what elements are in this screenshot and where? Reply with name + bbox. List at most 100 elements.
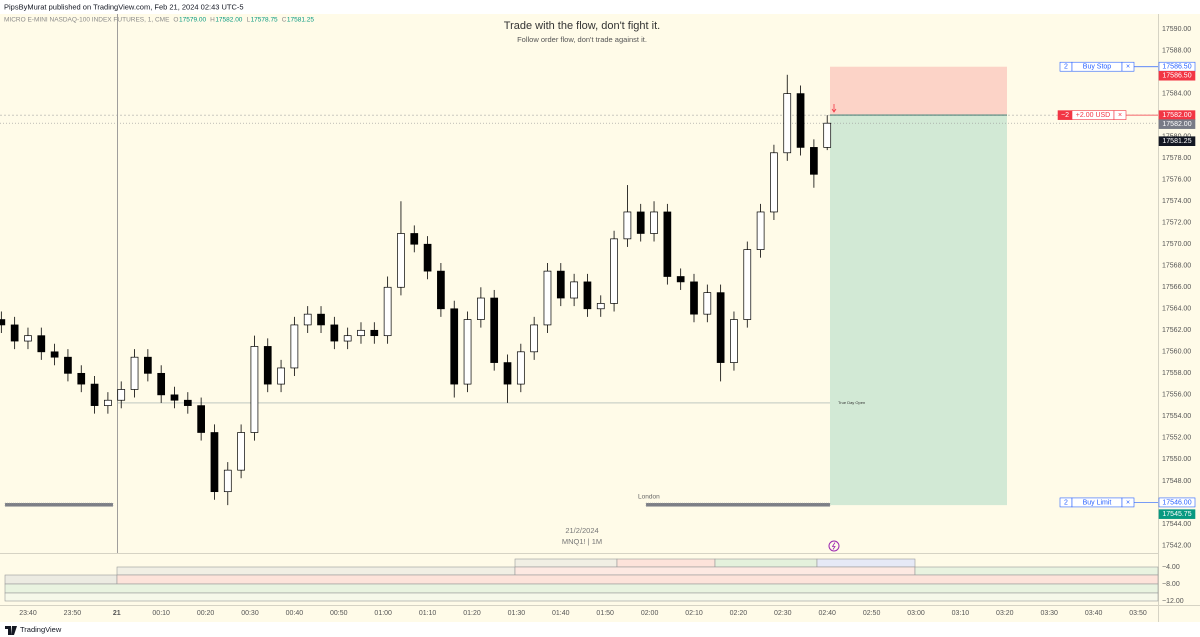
x-tick-label: 03:40: [1085, 610, 1103, 617]
candle-body: [810, 147, 818, 175]
x-tick-label: 23:40: [19, 610, 37, 617]
y-tick-label: 17548.00: [1162, 478, 1191, 485]
candle-body: [690, 281, 698, 315]
candle-body: [596, 303, 605, 310]
pane-tick-label: −8.00: [1162, 581, 1180, 588]
y-tick-label: 17552.00: [1162, 435, 1191, 442]
x-tick-label: 00:10: [152, 610, 170, 617]
x-tick-label: 00:20: [197, 610, 215, 617]
candle-body: [676, 276, 685, 283]
candle-body: [183, 399, 192, 406]
chart-title: Trade with the flow, don't fight it.: [504, 20, 660, 32]
pane-box: [514, 566, 916, 576]
candle-body: [0, 319, 6, 326]
candle-body: [90, 383, 99, 406]
pane-boxes: [4, 558, 1159, 602]
header-bar: [0, 0, 1200, 14]
symbol: MICRO E-MINI NASDAQ-100 INDEX FUTURES, 1…: [4, 17, 170, 24]
candle-body: [703, 292, 712, 315]
y-tick-label: 17564.00: [1162, 306, 1191, 313]
x-tick-label: 01:50: [596, 610, 614, 617]
candle-body: [437, 270, 445, 310]
ohlc-value: 17578.75: [251, 17, 278, 24]
position-reward: [830, 115, 1007, 506]
x-tick-label: 02:40: [818, 610, 836, 617]
candle-body: [543, 270, 552, 326]
ohlc-value: 17581.25: [287, 17, 314, 24]
candle-body: [290, 324, 299, 369]
watermark: MNQ1! | 1M: [562, 537, 602, 546]
ohlc-value: 17582.00: [215, 17, 242, 24]
y-tick-label: 17574.00: [1162, 198, 1191, 205]
candle-body: [730, 319, 738, 363]
y-tick-label: 17550.00: [1162, 456, 1191, 463]
candle-body: [756, 211, 765, 250]
order-tag-text: 2: [1064, 499, 1068, 506]
x-tick-label: 03:00: [907, 610, 925, 617]
candle-body: [423, 243, 432, 272]
pane-box: [616, 558, 716, 568]
candle-body: [410, 233, 419, 245]
candle-body: [450, 308, 459, 385]
pane-box: [514, 558, 618, 568]
candle-body: [263, 346, 272, 385]
candle-body: [397, 233, 405, 288]
price-tag: [1158, 119, 1196, 129]
session-label: London: [638, 494, 660, 501]
candle-body: [530, 324, 539, 353]
position-tag-text: −2: [1061, 112, 1069, 119]
price-tag-label: 17581.25: [1162, 138, 1191, 145]
candle-body: [503, 362, 512, 385]
price-tag-label: 17545.75: [1162, 511, 1191, 518]
candle-body: [357, 329, 365, 337]
candle-body: [130, 356, 139, 390]
x-tick-label: 01:40: [552, 610, 570, 617]
x-tick-label: 00:40: [286, 610, 304, 617]
candle-body: [237, 432, 245, 471]
header: PipsByMurat published on TradingView.com…: [4, 2, 244, 11]
x-tick-label: 03:50: [1129, 610, 1147, 617]
y-tick-label: 17588.00: [1162, 47, 1191, 54]
price-tag-label: 17582.00: [1162, 112, 1191, 119]
y-tick-label: 17560.00: [1162, 349, 1191, 356]
candle-body: [210, 432, 219, 493]
order-tag-text: ×: [1126, 64, 1130, 71]
watermark: 21/2/2024: [565, 526, 598, 535]
pane-box: [4, 592, 1159, 602]
candle-body: [104, 399, 112, 406]
x-tick-label: 01:10: [419, 610, 437, 617]
position-tag-text: ×: [1118, 112, 1122, 119]
pane-box: [4, 583, 1159, 594]
candle-body: [343, 335, 352, 342]
candle-body: [50, 351, 59, 358]
y-tick-label: 17568.00: [1162, 263, 1191, 270]
candle-body: [24, 335, 32, 342]
entry-arrow: [831, 104, 837, 113]
candle-body: [157, 372, 166, 396]
candle-body: [716, 292, 725, 363]
candle-body: [796, 93, 805, 148]
event-icon[interactable]: [828, 540, 840, 552]
y-tick-label: 17576.00: [1162, 177, 1191, 184]
x-tick-label: 01:20: [463, 610, 481, 617]
x-tick-label: 02:20: [730, 610, 748, 617]
candle-body: [610, 238, 618, 304]
chart-subtitle: Follow order flow, don't trade against i…: [517, 35, 647, 44]
pane-box: [4, 574, 118, 585]
candle-body: [556, 270, 565, 299]
session-bar: [4, 502, 114, 507]
candle-body: [223, 469, 232, 493]
candle-body: [303, 313, 312, 326]
x-tick-label: 02:10: [685, 610, 703, 617]
x-tick-label: 01:00: [374, 610, 392, 617]
x-tick-label: 21: [113, 610, 121, 617]
candle-body: [370, 329, 379, 337]
candle-body: [490, 297, 499, 363]
pane-box: [914, 566, 1159, 576]
price-tag: [1158, 497, 1196, 508]
position-risk: [830, 66, 1007, 116]
candle-body: [77, 372, 86, 385]
pane-box: [816, 558, 916, 568]
candle-body: [463, 319, 472, 385]
